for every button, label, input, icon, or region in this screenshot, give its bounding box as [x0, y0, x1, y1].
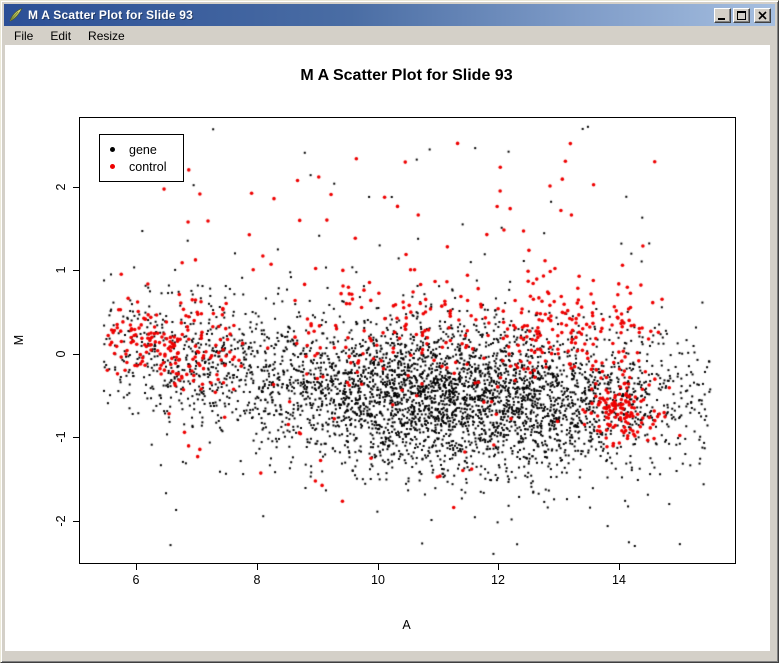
minimize-button[interactable]: [714, 7, 731, 23]
y-tick-label: -2: [54, 515, 68, 527]
y-axis-label: M: [12, 334, 26, 346]
x-tick-label: 14: [612, 573, 626, 587]
y-tick-label: 0: [54, 350, 68, 358]
x-tick-label: 12: [491, 573, 505, 587]
close-button[interactable]: [754, 7, 771, 23]
feather-icon: [8, 7, 24, 23]
y-tick-label: 1: [54, 266, 68, 274]
y-tick-label: -1: [54, 431, 68, 443]
y-tick: [73, 437, 79, 438]
control-marker-icon: [110, 164, 115, 169]
plot-area: gene control: [79, 117, 736, 564]
plot-title: M A Scatter Plot for Slide 93: [300, 67, 513, 84]
x-axis-label: A: [402, 618, 411, 632]
title-bar[interactable]: M A Scatter Plot for Slide 93: [4, 4, 775, 26]
graphics-device-canvas: M A Scatter Plot for Slide 93 gene contr…: [5, 45, 770, 651]
legend-item-gene: gene: [110, 141, 183, 158]
menu-edit[interactable]: Edit: [50, 28, 72, 43]
legend-label: gene: [129, 142, 157, 157]
y-tick: [73, 521, 79, 522]
close-icon: [758, 10, 767, 20]
maximize-button[interactable]: [733, 7, 750, 23]
window-title: M A Scatter Plot for Slide 93: [28, 8, 193, 22]
minimize-icon: [718, 17, 725, 20]
y-tick: [73, 354, 79, 355]
x-tick: [378, 564, 379, 570]
maximize-icon: [737, 10, 746, 20]
gene-marker-icon: [110, 147, 115, 152]
x-tick-label: 8: [253, 573, 261, 587]
menu-resize[interactable]: Resize: [88, 28, 125, 43]
x-tick: [136, 564, 137, 570]
x-tick-label: 10: [371, 573, 385, 587]
y-tick-label: 2: [54, 183, 68, 191]
scatter-points-canvas: [80, 118, 735, 563]
x-tick-label: 6: [132, 573, 140, 587]
legend: gene control: [99, 134, 184, 182]
window-controls: [714, 7, 771, 23]
x-tick: [619, 564, 620, 570]
x-tick: [257, 564, 258, 570]
legend-label: control: [129, 159, 167, 174]
menu-bar: File Edit Resize: [4, 26, 775, 45]
menu-file[interactable]: File: [14, 28, 34, 43]
legend-item-control: control: [110, 158, 183, 175]
x-tick: [498, 564, 499, 570]
y-tick: [73, 270, 79, 271]
y-tick: [73, 187, 79, 188]
